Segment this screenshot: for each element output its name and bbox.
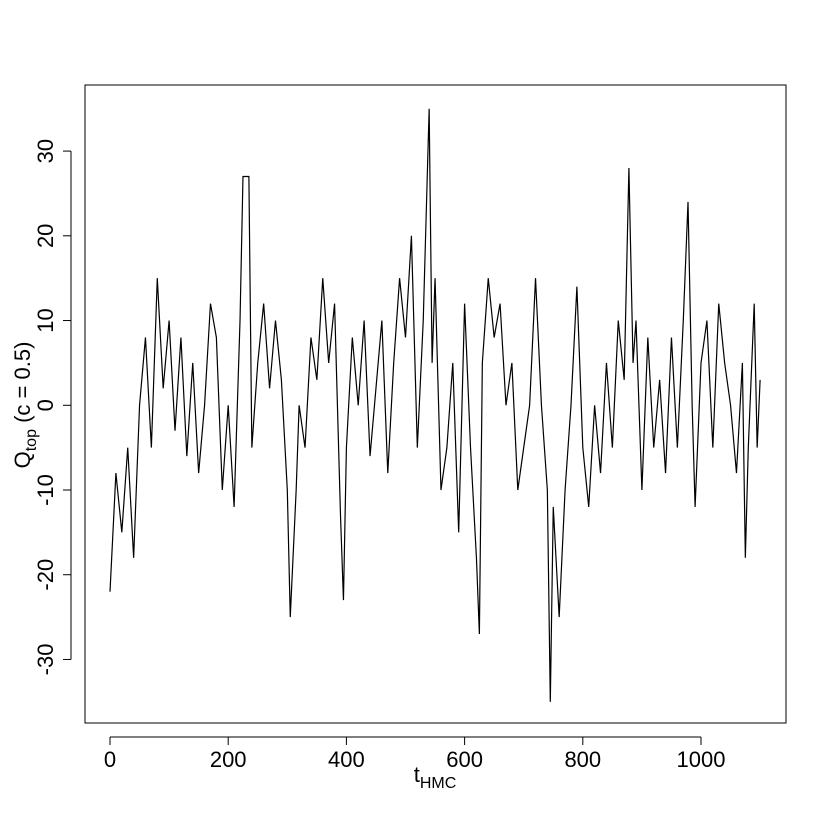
y-label-sub: top [23,429,40,451]
y-axis-label: Qtop (c = 0.5) [10,342,40,469]
x-tick-label: 0 [104,747,116,772]
x-tick-label: 400 [328,747,365,772]
y-tick-label: 0 [33,399,58,411]
x-label-main: t [414,762,420,787]
x-label-sub: HMC [420,775,456,792]
y-tick-label: 10 [33,308,58,332]
y-tick-label: -10 [33,474,58,506]
y-tick-label: -20 [33,559,58,591]
x-tick-label: 1000 [677,747,726,772]
x-tick-label: 600 [446,747,483,772]
y-tick-label: 20 [33,224,58,248]
x-tick-label: 800 [564,747,601,772]
series-line [109,108,761,702]
y-label-main: Q [10,451,35,468]
plot-box [84,84,787,724]
y-label-rest: (c = 0.5) [10,342,35,429]
x-tick-label: 200 [210,747,247,772]
x-axis-label: tHMC [414,762,457,792]
y-tick-label: -30 [33,644,58,676]
y-tick-label: 30 [33,139,58,163]
